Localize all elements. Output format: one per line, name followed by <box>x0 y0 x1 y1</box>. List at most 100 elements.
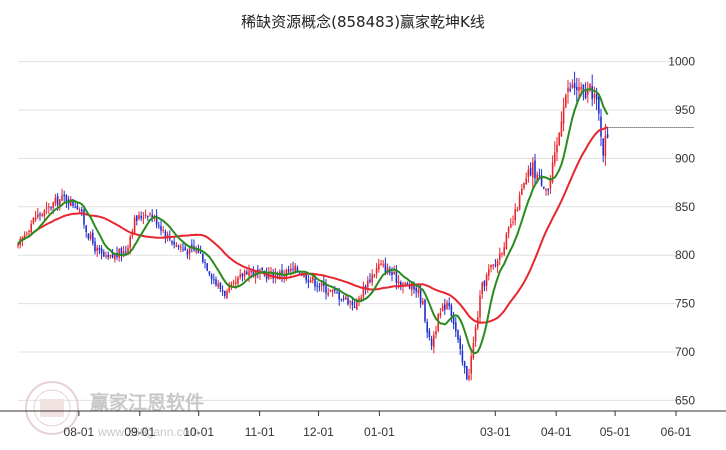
candle-body <box>534 160 536 179</box>
candle-body <box>340 299 343 301</box>
candle-body <box>65 194 68 202</box>
candle-body <box>371 274 373 283</box>
candle-body <box>305 273 307 281</box>
candle-body <box>290 268 292 271</box>
candle-body <box>600 116 602 137</box>
x-tick-label: 08-01 <box>64 425 95 439</box>
candle-body <box>43 210 46 216</box>
candle-body <box>164 231 167 238</box>
candle-body <box>384 263 387 273</box>
candle-body <box>219 282 222 290</box>
candle-body <box>362 286 365 297</box>
candle-body <box>353 306 356 308</box>
candle-body <box>404 282 406 284</box>
candle-body <box>446 302 448 309</box>
grid-lines <box>18 61 676 401</box>
candle-body <box>17 243 19 246</box>
candle-body <box>490 264 492 268</box>
candle-body <box>351 301 354 306</box>
candle-body <box>279 271 281 279</box>
y-tick-label: 800 <box>675 248 695 262</box>
candle-body <box>373 274 376 277</box>
candle-body <box>329 289 332 292</box>
candle-body <box>598 96 600 114</box>
candle-body <box>318 286 321 288</box>
candle-body <box>457 330 459 340</box>
candle-body <box>521 188 523 195</box>
candle-body <box>226 291 228 298</box>
candle-body <box>158 225 160 227</box>
candle-body <box>496 260 499 267</box>
candle-body <box>525 178 527 184</box>
candle-body <box>107 254 109 258</box>
candle-body <box>571 84 574 89</box>
candle-body <box>83 209 85 225</box>
candle-body <box>213 279 215 281</box>
candle-body <box>382 264 384 266</box>
watermark-logo-icon <box>25 381 79 435</box>
candle-body <box>114 254 116 260</box>
candle-body <box>188 246 191 254</box>
candle-body <box>281 270 283 276</box>
candle-body <box>206 263 208 271</box>
y-tick-label: 650 <box>675 393 695 407</box>
x-tick-label: 10-01 <box>183 425 214 439</box>
candle-body <box>312 276 314 281</box>
candle-body <box>505 233 508 249</box>
candle-body <box>549 179 552 189</box>
candle-body <box>239 274 241 278</box>
candle-body <box>413 284 415 290</box>
candle-body <box>215 279 217 286</box>
candle-body <box>323 282 325 286</box>
candle-body <box>21 237 24 240</box>
candle-body <box>494 264 497 266</box>
candle-body <box>428 330 431 338</box>
candle-body <box>50 207 52 209</box>
candle-body <box>257 269 259 273</box>
candle-body <box>125 251 127 253</box>
candle-body <box>243 271 246 277</box>
ma-short-line <box>17 88 609 355</box>
y-axis: 650 700 750 800 850 900 950 1000 <box>668 55 695 408</box>
candle-body <box>248 271 250 276</box>
candle-body <box>349 301 351 303</box>
candle-body <box>455 322 457 332</box>
candle-body <box>307 280 310 283</box>
x-tick-label: 05-01 <box>600 425 631 439</box>
candle-body <box>470 356 472 374</box>
candle-body <box>439 312 442 316</box>
candle-body <box>72 199 74 206</box>
candle-body <box>287 269 290 272</box>
ma-long-line <box>17 126 608 324</box>
candle-body <box>162 230 164 232</box>
candle-body <box>140 216 142 219</box>
candle-body <box>191 244 193 248</box>
candle-body <box>492 264 494 267</box>
candle-body <box>228 286 230 292</box>
candle-body <box>252 270 255 276</box>
y-tick-label: 850 <box>675 200 695 214</box>
x-tick-label: 12-01 <box>303 425 334 439</box>
candle-body <box>160 226 162 231</box>
candle-body <box>543 186 545 189</box>
x-axis: 08-01 09-01 10-01 11-01 12-01 01-01 03-01 04-01… <box>0 410 726 439</box>
candle-body <box>540 175 543 186</box>
candle-body <box>367 280 369 288</box>
candle-body <box>408 286 411 289</box>
candle-body <box>514 209 516 221</box>
candle-body <box>265 274 268 279</box>
x-tick-label: 04-01 <box>541 425 572 439</box>
candle-body <box>589 83 591 91</box>
candle-body <box>136 215 138 221</box>
candle-body <box>395 270 398 283</box>
candle-body <box>177 245 180 247</box>
candle-body <box>415 287 417 292</box>
candle-body <box>569 88 571 91</box>
candle-body <box>532 162 534 178</box>
x-tick-label: 09-01 <box>124 425 155 439</box>
candle-body <box>151 215 153 219</box>
candle-body <box>584 90 587 99</box>
candle-body <box>23 234 26 239</box>
candle-body <box>375 267 378 274</box>
candle-body <box>562 106 565 124</box>
